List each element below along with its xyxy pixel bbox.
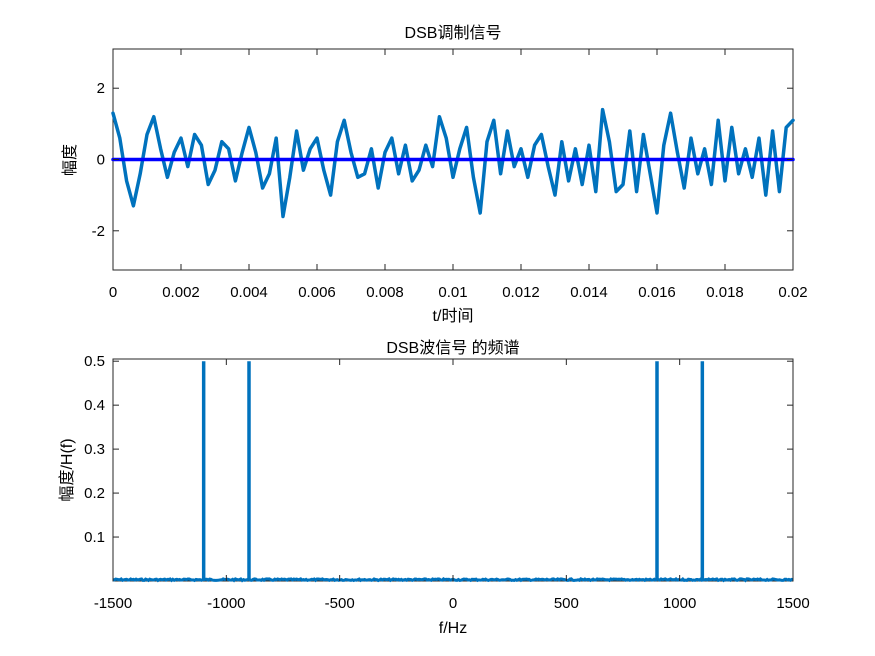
spectrum-ytick-label: 0.5 xyxy=(84,353,105,370)
time-xtick-label: 0.012 xyxy=(502,284,540,301)
time-plot-title: DSB调制信号 xyxy=(405,24,502,42)
spectrum-ytick-label: 0.3 xyxy=(84,441,105,458)
time-xtick-label: 0.018 xyxy=(706,284,744,301)
time-plot-series xyxy=(111,107,795,219)
spectrum-xtick-label: 500 xyxy=(554,595,579,612)
time-ytick-label: 2 xyxy=(97,80,105,97)
spectrum-ytick-label: 0.2 xyxy=(84,485,105,502)
time-plot-ticks: 0 0.002 0.004 0.006 0.008 0.01 0.012 0.014 0.016… xyxy=(92,49,808,301)
time-xtick-label: 0.01 xyxy=(438,284,467,301)
time-xtick-label: 0.002 xyxy=(162,284,200,301)
spectrum-xtick-label: -500 xyxy=(325,595,355,612)
time-domain-plot: DSB调制信号 0 0.002 0.004 0.006 0.008 0.01 0.012 0.… xyxy=(61,24,808,325)
spectrum-plot: DSB波信号 的频谱 -1500 -1000 -500 0 500 1000 1500 0.1… xyxy=(58,339,810,637)
spectrum-xtick-label: -1000 xyxy=(207,595,245,612)
spectrum-plot-xlabel: f/Hz xyxy=(439,620,467,637)
spectrum-plot-ylabel: 幅度/H(f) xyxy=(58,438,76,501)
spectrum-ytick-label: 0.1 xyxy=(84,529,105,546)
time-xtick-label: 0.016 xyxy=(638,284,676,301)
time-xtick-label: 0.014 xyxy=(570,284,608,301)
time-series-line-0 xyxy=(111,107,795,219)
time-xtick-label: 0.006 xyxy=(298,284,336,301)
time-xtick-label: 0.004 xyxy=(230,284,268,301)
spectrum-xtick-label: 1000 xyxy=(663,595,696,612)
time-xtick-label: 0.02 xyxy=(778,284,807,301)
time-plot-ylabel: 幅度 xyxy=(61,144,79,176)
spectrum-plot-ticks: -1500 -1000 -500 0 500 1000 1500 0.1 0.2 0.3 0.4 0.… xyxy=(84,353,810,612)
spectrum-plot-axes-box xyxy=(112,358,794,582)
spectrum-ytick-label: 0.4 xyxy=(84,397,105,414)
spectrum-xtick-label: 0 xyxy=(449,595,457,612)
time-xtick-label: 0 xyxy=(109,284,117,301)
time-ytick-label: 0 xyxy=(97,152,105,169)
spectrum-xtick-label: 1500 xyxy=(776,595,809,612)
time-xtick-label: 0.008 xyxy=(366,284,404,301)
time-plot-xlabel: t/时间 xyxy=(433,307,474,325)
spectrum-xtick-label: -1500 xyxy=(94,595,132,612)
time-ytick-label: -2 xyxy=(92,223,105,240)
spectrum-plot-title: DSB波信号 的频谱 xyxy=(386,339,519,357)
